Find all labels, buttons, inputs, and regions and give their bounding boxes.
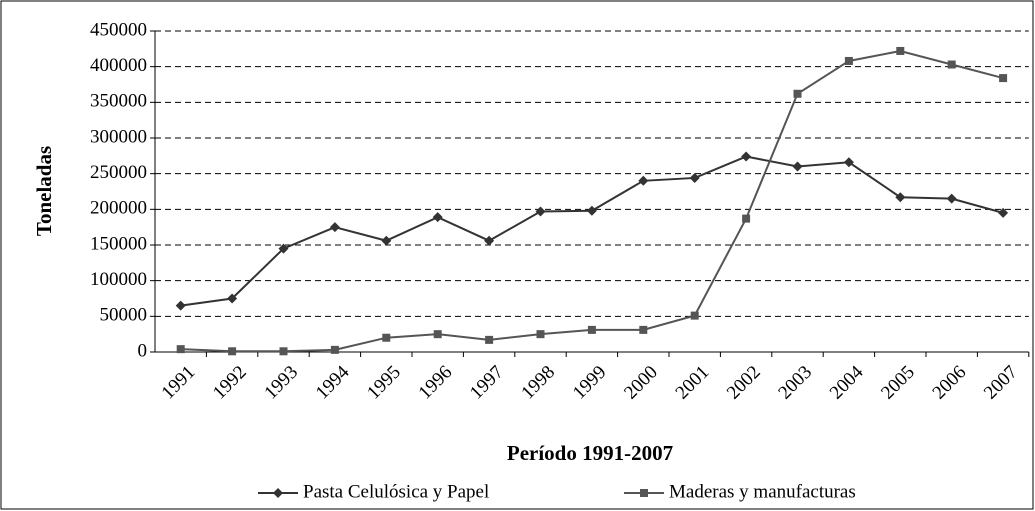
y-tick-label: 100000 (90, 269, 147, 290)
data-point (946, 193, 957, 204)
data-point (433, 330, 442, 339)
data-point (690, 311, 699, 320)
data-point (896, 46, 905, 55)
y-tick-label: 0 (138, 340, 148, 361)
data-point (485, 335, 494, 344)
data-point (330, 345, 339, 354)
data-point (382, 333, 391, 342)
x-tick-label: 1992 (209, 362, 251, 404)
legend-marker (640, 489, 648, 497)
x-tick-label: 1997 (466, 362, 508, 404)
data-point (587, 325, 596, 334)
y-tick-label: 450000 (90, 19, 147, 40)
x-tick-label: 2002 (723, 362, 765, 404)
data-point (844, 56, 853, 65)
data-point (278, 243, 289, 254)
data-point (742, 214, 751, 223)
x-tick-label: 2000 (620, 362, 662, 404)
data-point (535, 206, 546, 217)
legend-label: Maderas y manufacturas (669, 481, 856, 502)
data-point (792, 161, 803, 172)
x-tick-label: 1998 (517, 362, 559, 404)
data-point (175, 300, 186, 311)
data-point (895, 192, 906, 203)
data-point (536, 330, 545, 339)
legend-marker (273, 488, 283, 498)
data-point (484, 235, 495, 246)
data-point (228, 347, 237, 356)
y-axis-label: Toneladas (32, 146, 56, 236)
data-point (639, 325, 648, 334)
x-tick-label: 1996 (415, 362, 457, 404)
x-tick-label: 2003 (774, 362, 816, 404)
data-point (689, 172, 700, 183)
data-point (329, 222, 340, 233)
x-tick-label: 2007 (980, 362, 1022, 404)
x-tick-label: 2006 (929, 362, 971, 404)
data-point (793, 89, 802, 98)
x-tick-label: 1994 (312, 361, 354, 403)
x-tick-label: 2001 (672, 362, 714, 404)
data-point (947, 60, 956, 69)
data-point (999, 74, 1008, 83)
data-point (638, 175, 649, 186)
x-tick-label: 2005 (877, 362, 919, 404)
x-tick-label: 1995 (363, 362, 405, 404)
legend-label: Pasta Celulósica y Papel (303, 481, 489, 502)
data-point (279, 347, 288, 356)
series-line (180, 155, 1004, 307)
y-tick-label: 50000 (100, 305, 148, 326)
data-point (381, 235, 392, 246)
x-tick-label: 1991 (158, 362, 200, 404)
x-tick-label: 1993 (260, 362, 302, 404)
data-point (227, 293, 238, 304)
y-tick-label: 300000 (90, 126, 147, 147)
data-point (586, 205, 597, 216)
series-line (180, 49, 1004, 353)
x-tick-label: 2004 (826, 361, 868, 403)
y-tick-label: 200000 (90, 198, 147, 219)
data-point (432, 212, 443, 223)
data-point (176, 345, 185, 354)
data-point (741, 151, 752, 162)
y-tick-label: 250000 (90, 162, 147, 183)
data-point (998, 207, 1009, 218)
y-tick-label: 150000 (90, 233, 147, 254)
y-tick-label: 400000 (90, 55, 147, 76)
data-point (843, 157, 854, 168)
x-axis-label: Período 1991-2007 (507, 441, 673, 465)
y-tick-label: 350000 (90, 91, 147, 112)
x-tick-label: 1999 (569, 362, 611, 404)
